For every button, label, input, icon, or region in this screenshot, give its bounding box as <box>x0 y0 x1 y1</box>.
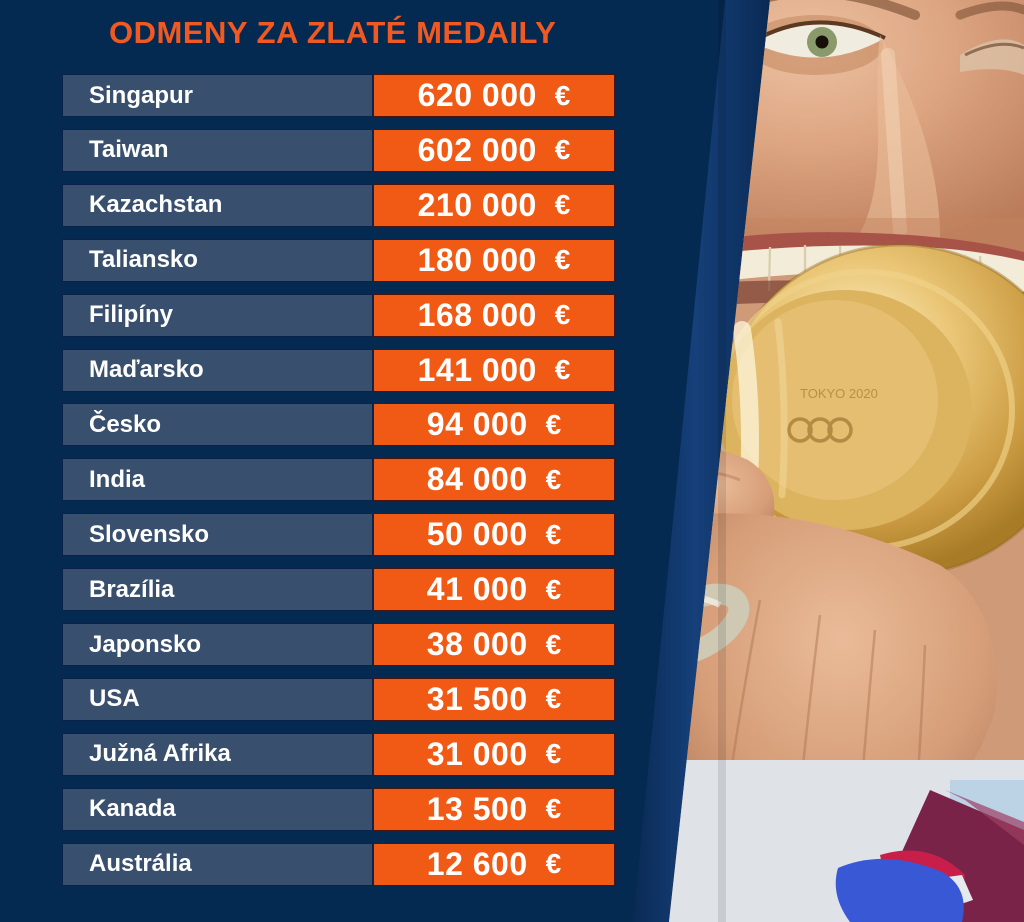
svg-text:TOKYO 2020: TOKYO 2020 <box>800 386 878 401</box>
